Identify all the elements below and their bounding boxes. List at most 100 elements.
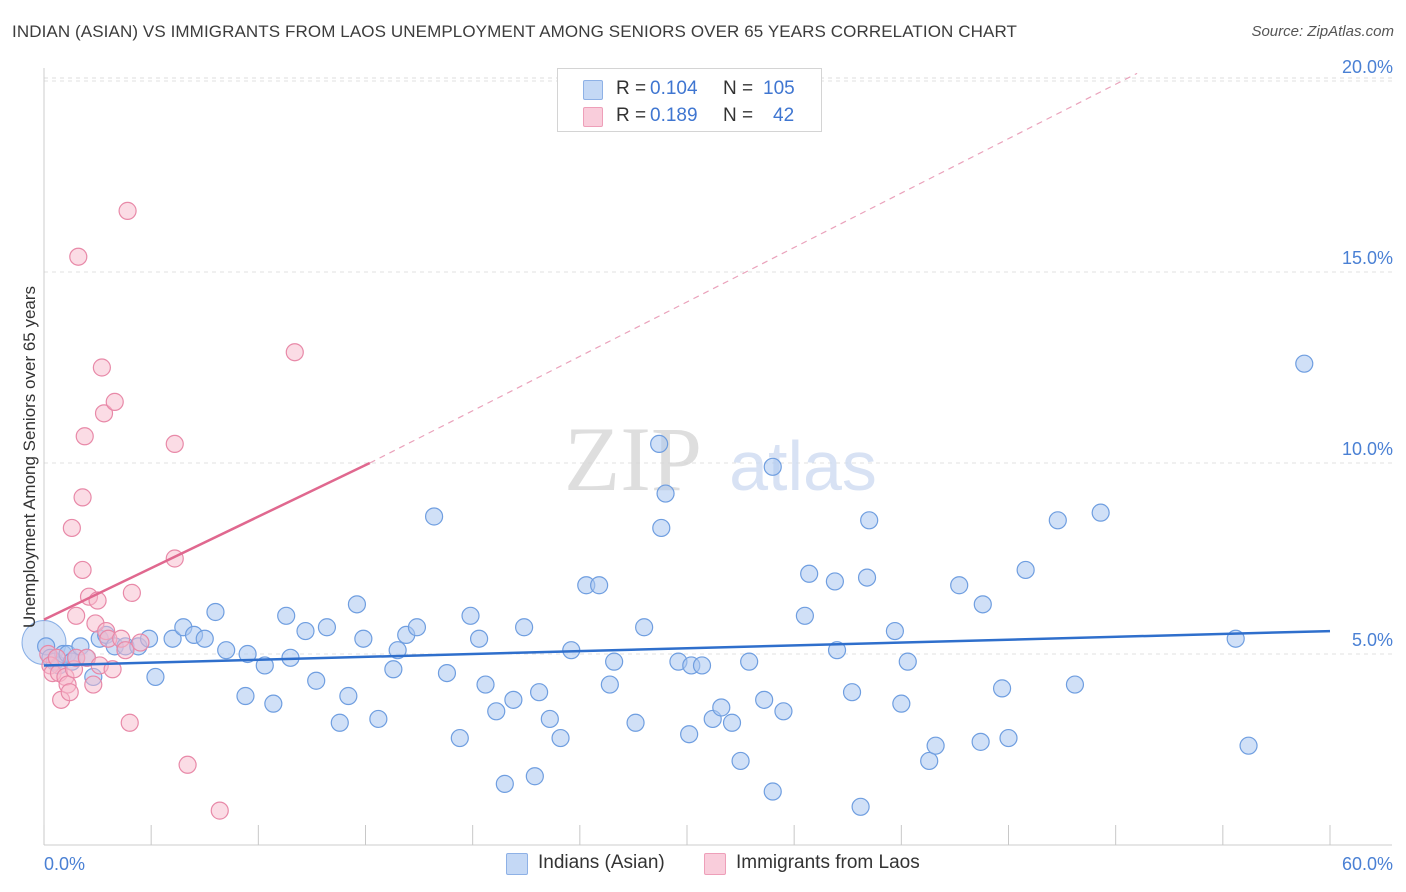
data-point: [469, 629, 489, 648]
data-point: [926, 736, 945, 755]
data-point: [635, 618, 654, 637]
trend-line-laos-extension: [369, 72, 1138, 464]
data-point: [920, 751, 939, 771]
source-label: Source: ZipAtlas.com: [1251, 23, 1394, 40]
data-point: [540, 709, 559, 729]
data-point: [277, 606, 296, 625]
data-point: [437, 663, 457, 683]
data-point: [712, 698, 731, 717]
data-point: [825, 572, 844, 591]
data-point: [755, 690, 774, 709]
data-point: [388, 641, 407, 660]
data-point: [504, 690, 523, 709]
legend-n-label: N =: [723, 78, 754, 99]
data-point: [495, 774, 514, 793]
data-point: [1239, 736, 1258, 755]
data-point: [950, 576, 969, 595]
data-point: [1091, 503, 1110, 522]
bottom-legend-label-indians: Indians (Asian): [538, 852, 665, 873]
data-point: [650, 434, 669, 453]
data-point: [774, 702, 793, 721]
data-point: [1295, 354, 1314, 373]
data-point: [354, 629, 373, 648]
data-point: [317, 618, 337, 637]
data-point: [892, 694, 911, 713]
data-point: [347, 595, 367, 614]
data-point: [857, 568, 877, 587]
legend-n-value: 42: [773, 105, 795, 126]
data-point: [264, 694, 283, 713]
data-point: [122, 583, 141, 602]
data-point: [590, 576, 609, 595]
data-point: [973, 595, 992, 614]
data-point: [60, 683, 79, 702]
data-point: [999, 728, 1018, 748]
data-point: [92, 358, 111, 377]
legend-swatch-indians: [583, 80, 603, 100]
legend-swatch-laos: [583, 107, 603, 127]
trend-line-laos: [43, 461, 371, 621]
data-point: [407, 618, 427, 637]
data-point: [73, 488, 92, 507]
tick-labels: 5.0% 10.0% 15.0% 20.0% 0.0% 60.0%: [44, 57, 1393, 874]
x-tick-label-min: 0.0%: [44, 854, 85, 874]
data-point: [722, 713, 742, 732]
data-point: [450, 728, 469, 748]
data-point: [424, 507, 444, 526]
data-point: [800, 564, 819, 583]
data-point: [530, 683, 549, 702]
data-point: [795, 606, 814, 625]
legend-r-label: R =: [616, 78, 647, 99]
legend-r-value: 0.104: [650, 78, 698, 99]
series-laos-points: [39, 201, 304, 820]
legend-row-indians: R = 0.104 N = 105: [558, 77, 821, 103]
data-point: [898, 652, 917, 671]
data-point: [384, 660, 403, 679]
data-point: [515, 618, 534, 637]
data-point: [120, 713, 139, 732]
data-point: [116, 641, 135, 660]
data-point: [525, 767, 544, 786]
trend-line-indians: [43, 629, 1331, 667]
data-point: [118, 201, 137, 220]
data-point: [369, 709, 388, 729]
data-point: [851, 797, 870, 816]
y-tick-label: 20.0%: [1342, 57, 1393, 77]
data-point: [551, 728, 570, 748]
bottom-legend-label-laos: Immigrants from Laos: [736, 852, 920, 873]
data-point: [210, 801, 229, 820]
data-point: [1065, 675, 1085, 694]
bottom-legend-swatch-indians: [506, 853, 528, 875]
data-point: [860, 511, 879, 530]
data-point: [62, 518, 81, 538]
data-point: [827, 641, 847, 660]
y-tick-label: 10.0%: [1342, 439, 1393, 459]
data-point: [656, 484, 675, 503]
data-point: [73, 560, 92, 580]
data-point: [692, 656, 712, 675]
watermark-zip: ZIP: [564, 408, 702, 510]
y-axis-label: Unemployment Among Seniors over 65 years: [20, 285, 39, 629]
data-point: [238, 644, 257, 664]
legend-r-label: R =: [616, 105, 647, 126]
legend-r-value: 0.189: [650, 105, 698, 126]
data-point: [105, 392, 124, 411]
data-point: [146, 667, 165, 687]
y-tick-label: 15.0%: [1342, 248, 1393, 268]
data-point: [75, 427, 94, 446]
data-point: [195, 629, 214, 648]
data-point: [296, 621, 315, 641]
data-point: [461, 606, 480, 625]
data-point: [165, 434, 184, 453]
gridlines: [44, 77, 1392, 655]
data-point: [307, 671, 326, 690]
data-point: [842, 683, 862, 702]
data-point: [69, 247, 88, 266]
data-point: [236, 686, 255, 706]
data-point: [971, 732, 990, 751]
data-point: [67, 606, 86, 625]
correlation-legend: R = 0.104 N = 105 R = 0.189 N = 42: [557, 68, 822, 132]
data-point: [94, 404, 114, 423]
data-point: [206, 602, 225, 622]
data-point: [84, 675, 103, 694]
